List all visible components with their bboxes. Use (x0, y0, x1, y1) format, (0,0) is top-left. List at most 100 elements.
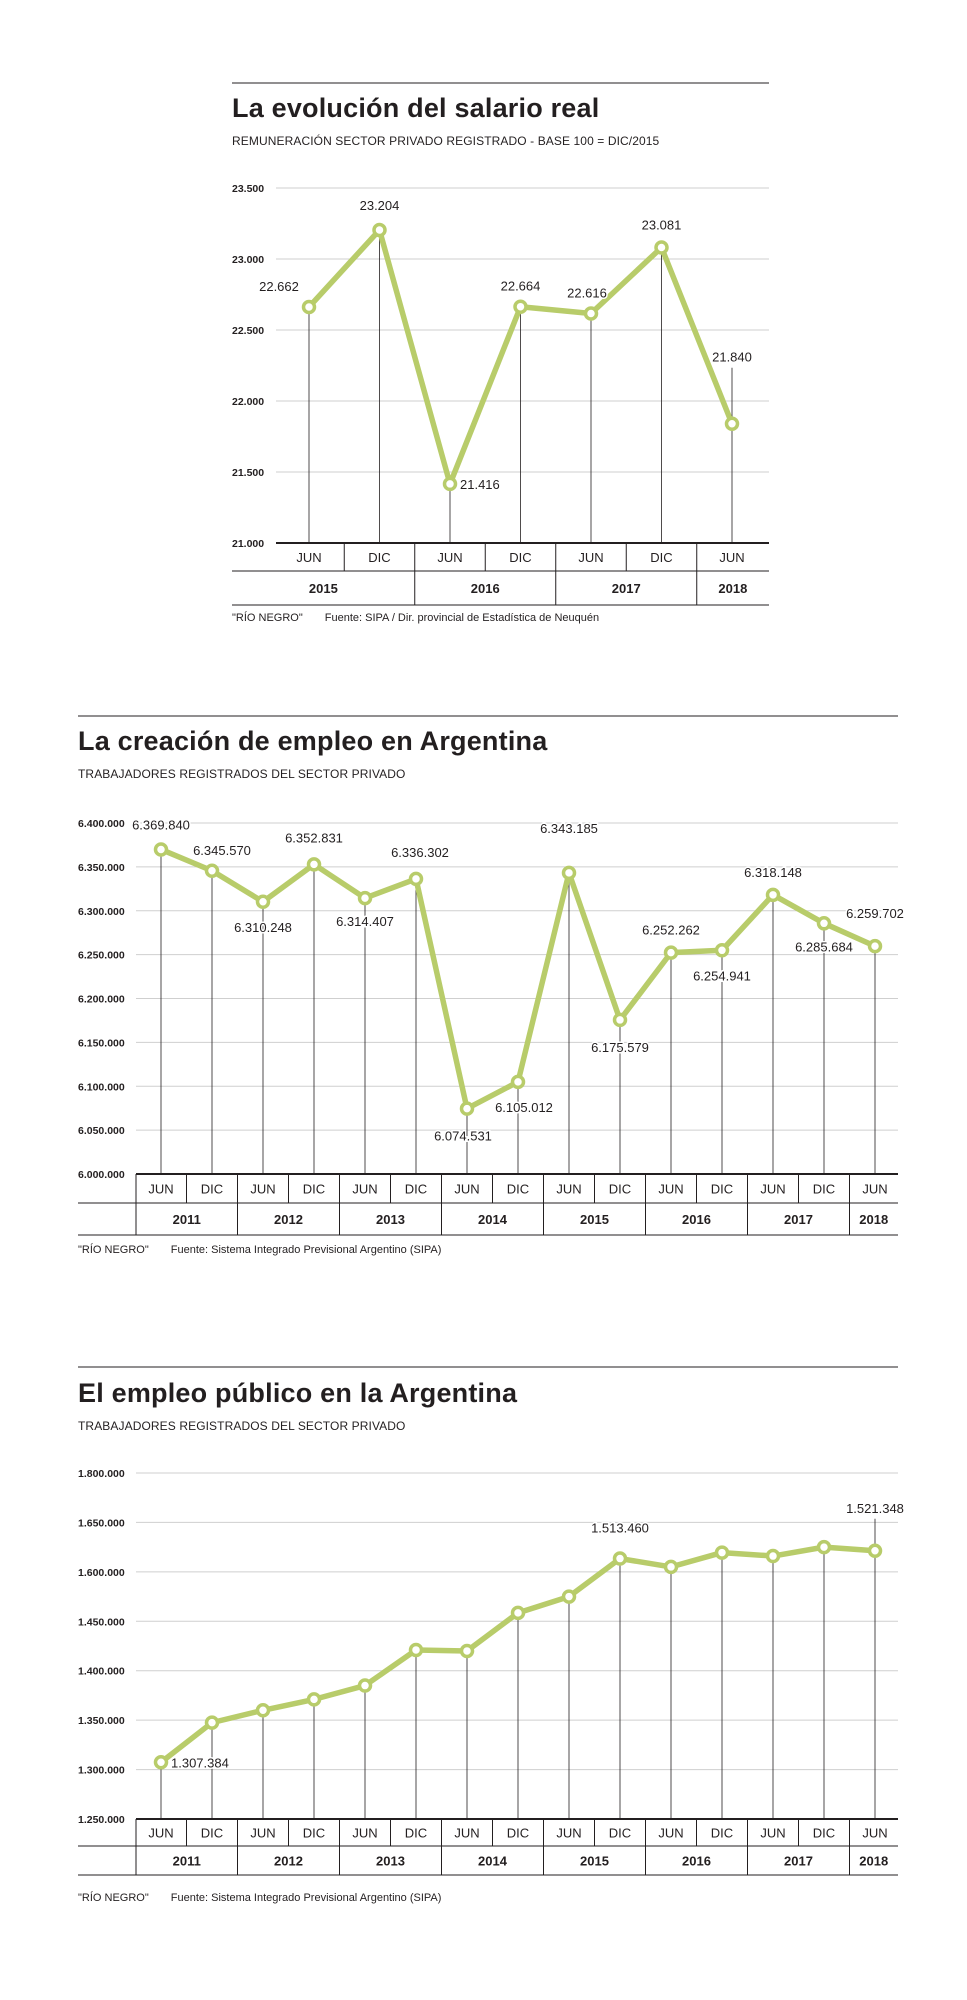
data-point (442, 476, 458, 492)
data-point (867, 938, 883, 954)
y-tick-label: 1.350.000 (78, 1715, 125, 1727)
data-label: 23.081 (642, 217, 682, 232)
data-point (561, 865, 577, 881)
data-label: 6.310.248 (234, 920, 292, 935)
category-label: JUN (148, 1182, 173, 1197)
data-label: 6.352.831 (285, 830, 343, 845)
data-point (612, 1012, 628, 1028)
data-point (663, 945, 679, 960)
y-tick-label: 1.800.000 (78, 1468, 125, 1480)
chart-2-footer: "RÍO NEGRO" Fuente: Sistema Integrado Pre… (78, 1244, 463, 1256)
chart-1-footer: "RÍO NEGRO" Fuente: SIPA / Dir. provincia… (232, 612, 621, 624)
data-point (357, 890, 373, 906)
data-point (510, 1605, 526, 1621)
data-label: 6.314.407 (336, 914, 394, 929)
category-label: JUN (454, 1182, 479, 1197)
data-label: 6.254.941 (693, 968, 751, 983)
data-point (372, 222, 387, 238)
data-point (153, 842, 169, 857)
y-tick-label: 23.000 (232, 254, 264, 266)
chart-1-source: Fuente: SIPA / Dir. provincial de Estadí… (324, 612, 600, 624)
y-tick-label: 1.450.000 (78, 1616, 125, 1628)
year-label: 2015 (580, 1854, 609, 1869)
year-label: 2017 (612, 581, 641, 596)
category-label: JUN (352, 1826, 377, 1841)
data-point (561, 1589, 577, 1604)
chart-2-credit: "RÍO NEGRO" (78, 1244, 149, 1256)
year-label: 2015 (580, 1212, 609, 1227)
data-point (408, 1642, 424, 1658)
year-label: 2018 (859, 1854, 888, 1869)
year-label: 2014 (478, 1854, 508, 1869)
year-label: 2016 (682, 1854, 711, 1869)
data-label: 6.343.185 (540, 821, 598, 836)
category-label: DIC (609, 1182, 631, 1197)
category-label: DIC (303, 1826, 325, 1841)
chart-1-credit: "RÍO NEGRO" (232, 612, 303, 624)
data-point (306, 857, 322, 872)
chart-2-title: La creación de empleo en Argentina (78, 726, 548, 756)
category-label: JUN (454, 1826, 479, 1841)
y-tick-label: 6.400.000 (78, 818, 125, 830)
year-label: 2014 (478, 1212, 508, 1227)
year-label: 2017 (784, 1854, 813, 1869)
category-label: JUN (719, 550, 744, 565)
category-label: JUN (760, 1826, 785, 1841)
data-point (204, 1715, 220, 1730)
data-point (663, 1559, 679, 1575)
y-tick-label: 6.100.000 (78, 1081, 125, 1093)
year-label: 2015 (309, 581, 338, 596)
data-point (301, 299, 317, 315)
data-label: 21.840 (712, 350, 752, 365)
y-tick-label: 6.150.000 (78, 1037, 125, 1049)
chart-3-subtitle: TRABAJADORES REGISTRADOS DEL SECTOR PRIV… (78, 1419, 406, 1433)
data-label: 22.664 (501, 279, 541, 294)
y-tick-label: 1.400.000 (78, 1666, 125, 1678)
data-point (765, 887, 781, 903)
data-point (357, 1678, 373, 1693)
year-label: 2013 (376, 1212, 405, 1227)
category-label: JUN (658, 1826, 683, 1841)
y-tick-label: 6.050.000 (78, 1125, 125, 1137)
data-label: 6.345.570 (193, 843, 251, 858)
category-label: DIC (813, 1182, 835, 1197)
category-label: DIC (509, 550, 531, 565)
y-tick-label: 6.000.000 (78, 1169, 125, 1181)
data-point (204, 863, 220, 879)
chart-2-subtitle: TRABAJADORES REGISTRADOS DEL SECTOR PRIV… (78, 767, 406, 781)
data-point (408, 871, 424, 887)
data-point (459, 1101, 475, 1116)
data-point (612, 1551, 628, 1566)
data-label: 6.074.531 (434, 1129, 492, 1144)
chart-3-credit: "RÍO NEGRO" (78, 1892, 149, 1904)
data-point (306, 1692, 322, 1707)
data-label: 6.336.302 (391, 845, 449, 860)
category-label: DIC (711, 1182, 733, 1197)
data-point (867, 1543, 883, 1559)
category-label: JUN (296, 550, 321, 565)
category-label: DIC (405, 1182, 427, 1197)
data-label: 6.259.702 (846, 906, 904, 921)
data-point (654, 240, 669, 255)
chart-3-source: Fuente: Sistema Integrado Previsional Ar… (170, 1892, 442, 1904)
category-label: DIC (303, 1182, 325, 1197)
data-label: 23.204 (360, 198, 400, 213)
category-label: JUN (578, 550, 603, 565)
category-label: JUN (862, 1826, 887, 1841)
y-tick-label: 6.300.000 (78, 906, 125, 918)
category-label: DIC (201, 1826, 223, 1841)
category-label: JUN (760, 1182, 785, 1197)
chart-1-subtitle: REMUNERACIÓN SECTOR PRIVADO REGISTRADO -… (232, 134, 660, 148)
category-label: JUN (437, 550, 462, 565)
data-label: 6.285.684 (795, 939, 853, 954)
data-label: 22.662 (259, 279, 299, 294)
data-point (714, 1545, 730, 1560)
y-tick-label: 1.650.000 (78, 1517, 125, 1529)
data-point (510, 1074, 526, 1090)
year-label: 2011 (173, 1212, 201, 1227)
year-label: 2017 (784, 1212, 813, 1227)
year-label: 2016 (682, 1212, 711, 1227)
data-point (513, 299, 528, 314)
